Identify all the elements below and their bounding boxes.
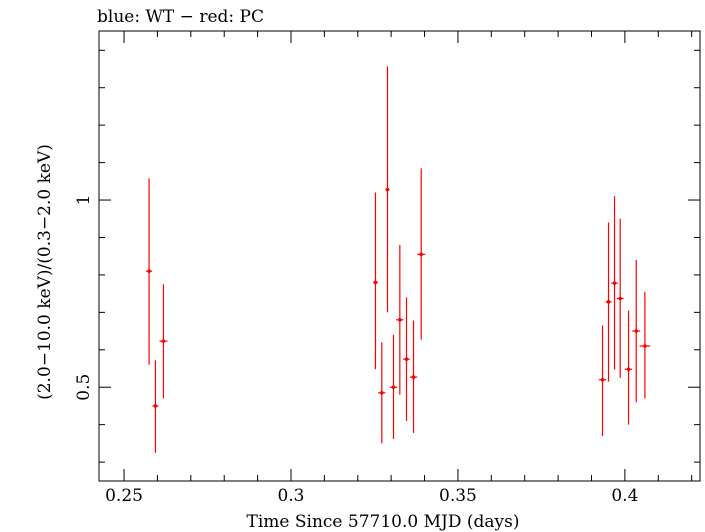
data-point (385, 66, 390, 313)
y-axis-label: (2.0−10.0 keV)/(0.3−2.0 keV) (35, 144, 55, 400)
data-point (611, 196, 618, 370)
data-marker (153, 404, 158, 408)
data-point (378, 342, 386, 444)
data-marker (626, 367, 631, 372)
data-marker (419, 252, 424, 257)
data-point (152, 360, 159, 453)
data-marker (606, 300, 611, 304)
data-marker (385, 187, 390, 192)
plot-frame (98, 30, 701, 482)
data-marker (373, 280, 378, 285)
data-point (159, 284, 168, 399)
x-tick-label: 0.25 (105, 486, 143, 506)
data-marker (404, 357, 409, 361)
data-marker (161, 339, 166, 343)
data-series-pc (146, 66, 651, 453)
x-axis-label: Time Since 57710.0 MJD (days) (247, 512, 520, 532)
data-marker (612, 281, 617, 285)
data-point (598, 325, 607, 436)
data-point (146, 178, 153, 365)
x-tick-label: 0.4 (611, 486, 638, 506)
data-marker (600, 377, 605, 382)
data-marker (411, 375, 416, 379)
data-point (624, 310, 633, 425)
data-marker (618, 296, 623, 301)
chart-title: blue: WT − red: PC (97, 7, 264, 27)
data-marker (147, 269, 151, 273)
data-point (632, 259, 641, 403)
axis-ticks (99, 31, 700, 481)
data-point (616, 218, 624, 378)
axis-tick-labels: 0.25 0.3 0.35 0.4 0.5 1 (74, 195, 638, 506)
data-point (409, 320, 418, 433)
data-point (639, 291, 651, 399)
y-tick-label: 1 (74, 195, 94, 206)
data-marker (634, 329, 639, 333)
data-point (373, 192, 378, 370)
x-tick-label: 0.35 (439, 486, 477, 506)
data-point (403, 297, 410, 421)
data-marker (643, 344, 647, 348)
data-point (605, 222, 612, 382)
y-tick-label: 0.5 (74, 374, 94, 401)
data-marker (398, 318, 402, 322)
data-marker (380, 391, 384, 395)
x-tick-label: 0.3 (277, 486, 304, 506)
data-point (389, 334, 398, 439)
data-point (417, 168, 426, 340)
data-marker (391, 385, 396, 390)
data-point (396, 244, 404, 395)
